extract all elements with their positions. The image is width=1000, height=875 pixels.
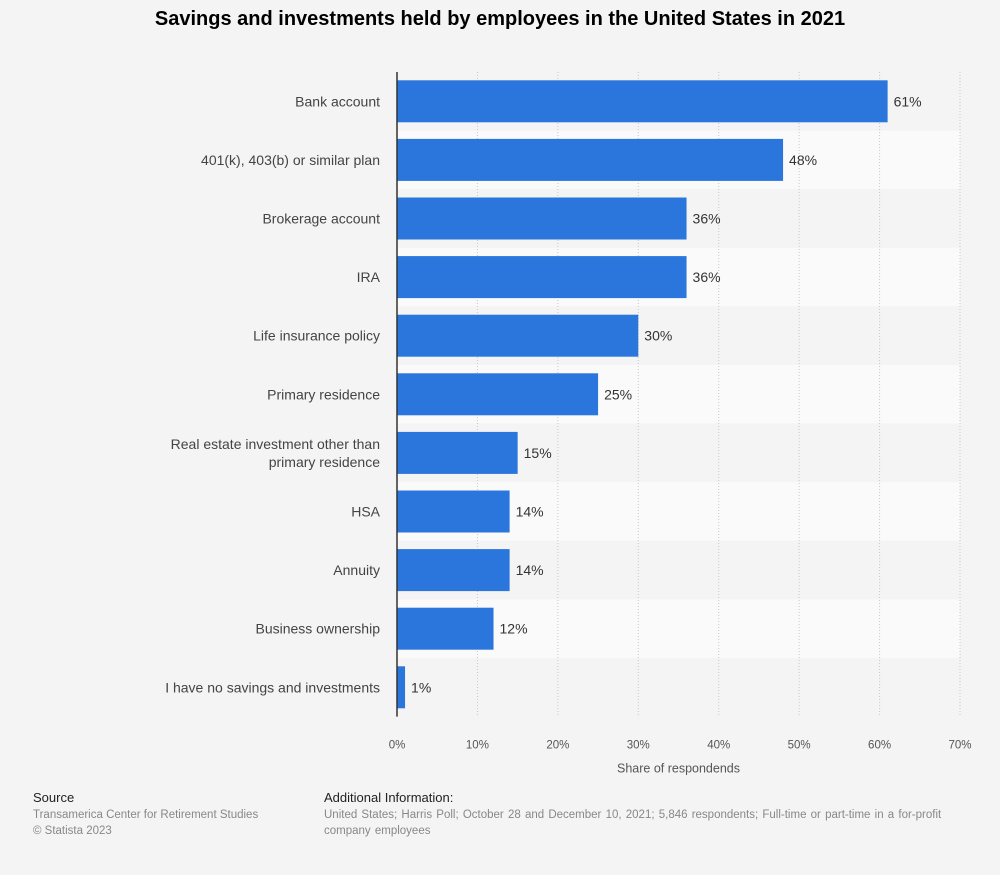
additional-info-block: Additional Information: United States; H… — [324, 790, 984, 839]
x-tick-label: 0% — [389, 740, 406, 752]
data-label: 36% — [693, 211, 721, 227]
bar — [397, 431, 518, 474]
x-axis-title: Share of respondends — [617, 762, 740, 776]
category-label: Business ownership — [255, 621, 380, 637]
data-label: 14% — [516, 504, 544, 520]
bar — [397, 549, 510, 592]
x-tick-label: 50% — [788, 740, 811, 752]
category-label: Real estate investment other than primary… — [171, 436, 381, 470]
category-label: Life insurance policy — [253, 328, 380, 344]
data-label: 48% — [789, 152, 817, 168]
x-tick-label: 30% — [627, 740, 650, 752]
x-tick-label: 60% — [868, 740, 891, 752]
category-label: Brokerage account — [262, 211, 380, 227]
x-tick-label: 20% — [546, 740, 569, 752]
additional-info-text: United States; Harris Poll; October 28 a… — [324, 809, 942, 837]
row-band — [397, 658, 960, 717]
data-label: 1% — [411, 679, 431, 695]
bar — [397, 490, 510, 533]
source-block: Source Transamerica Center for Retiremen… — [33, 790, 303, 839]
bar — [397, 80, 888, 123]
category-label: IRA — [357, 269, 381, 285]
x-tick-label: 10% — [466, 740, 489, 752]
x-tick-label: 40% — [707, 740, 730, 752]
category-label: Primary residence — [267, 386, 380, 402]
bar — [397, 197, 687, 240]
bar — [397, 256, 687, 299]
additional-info-heading: Additional Information: — [324, 790, 454, 805]
category-label: Annuity — [333, 562, 380, 578]
bar — [397, 607, 494, 650]
data-label: 36% — [693, 269, 721, 285]
bar — [397, 138, 784, 181]
x-tick-label: 70% — [948, 740, 971, 752]
data-label: 25% — [604, 386, 632, 402]
bar-chart: 61% Bank account 48% 401(k), 403(b) or simi… — [165, 72, 972, 776]
source-heading: Source — [33, 790, 75, 805]
data-label: 61% — [894, 93, 922, 109]
category-label: Bank account — [295, 93, 380, 109]
copyright: © Statista 2023 — [33, 825, 112, 837]
bar — [397, 373, 599, 416]
bar — [397, 666, 406, 709]
data-label: 30% — [644, 328, 672, 344]
category-label: I have no savings and investments — [165, 679, 380, 695]
chart-title: Savings and investments held by employee… — [154, 8, 846, 30]
category-label: HSA — [351, 504, 380, 520]
source-name: Transamerica Center for Retirement Studi… — [33, 809, 259, 821]
data-label: 15% — [524, 445, 552, 461]
bar — [397, 314, 639, 357]
category-label: 401(k), 403(b) or similar plan — [201, 152, 380, 168]
data-label: 14% — [516, 562, 544, 578]
data-label: 12% — [500, 621, 528, 637]
